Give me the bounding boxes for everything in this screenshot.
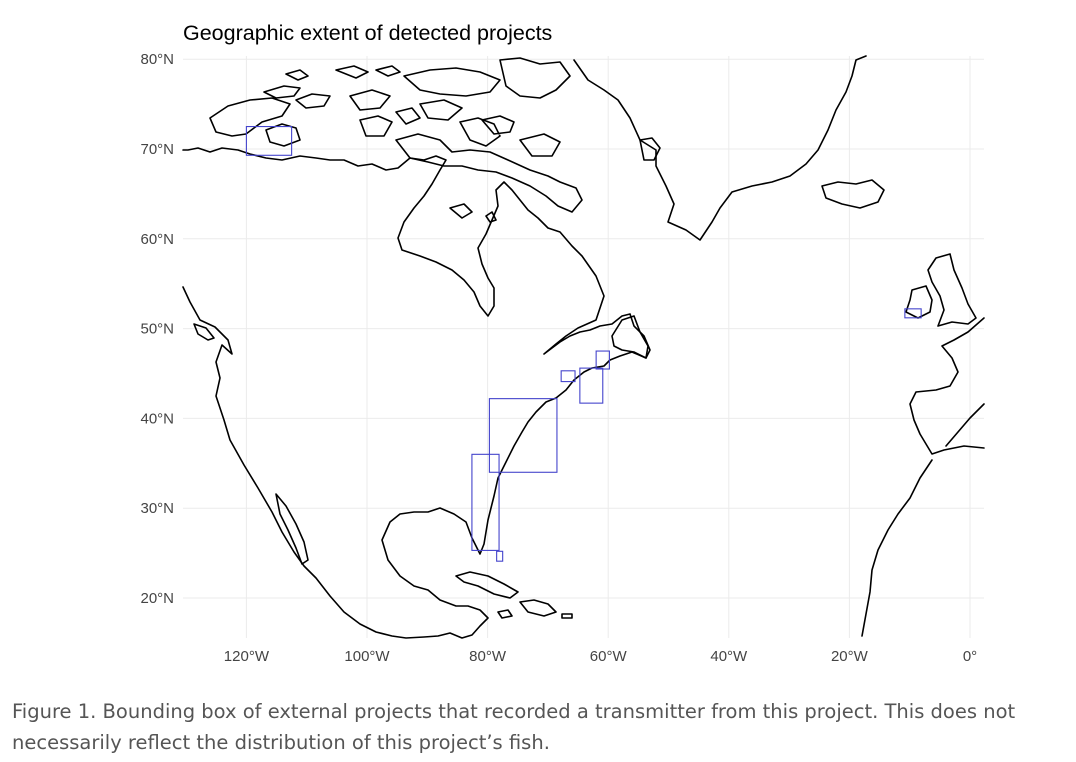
project-bounding-box [560, 370, 576, 383]
ireland-coastline [905, 285, 933, 319]
project-bounding-box [595, 350, 610, 370]
baja-california-coastline [275, 493, 309, 565]
latitude-tick-label: 80°N [140, 51, 174, 68]
newfoundland-coastline [611, 315, 649, 359]
europe-africa-coastline [861, 317, 985, 637]
vancouver-island-coastline [193, 323, 215, 341]
project-bounding-box [471, 453, 500, 551]
project-bounding-box [245, 126, 293, 156]
latitude-tick-label: 40°N [140, 410, 174, 427]
longitude-tick-label: 40°W [710, 648, 748, 665]
longitude-tick-label: 120°W [224, 648, 270, 665]
latitude-axis: 80°N 70°N 60°N 50°N 40°N 30°N 20°N [140, 51, 174, 607]
latitude-tick-label: 50°N [140, 321, 174, 338]
coastlines [182, 55, 985, 639]
longitude-tick-label: 100°W [344, 648, 390, 665]
longitude-tick-label: 20°W [831, 648, 869, 665]
graticule [183, 56, 984, 638]
arctic-islands [209, 57, 661, 223]
project-bounding-box [488, 398, 558, 473]
project-bounding-box [904, 308, 922, 319]
map-figure: Geographic extent of detected projects 1… [140, 21, 985, 665]
iceland-coastline [821, 179, 885, 209]
latitude-tick-label: 30°N [140, 500, 174, 517]
project-bounding-box [496, 550, 504, 562]
longitude-tick-label: 60°W [590, 648, 628, 665]
project-bounding-boxes [245, 126, 922, 562]
longitude-axis: 120°W 100°W 80°W 60°W 40°W 20°W 0° [224, 648, 977, 665]
greenland-coastline [573, 55, 867, 241]
map-title: Geographic extent of detected projects [183, 21, 552, 45]
longitude-tick-label: 0° [963, 648, 977, 665]
latitude-tick-label: 70°N [140, 141, 174, 158]
caribbean-islands [455, 571, 573, 619]
figure-caption: Figure 1. Bounding box of external proje… [12, 700, 1016, 754]
great-britain-coastline [927, 253, 977, 327]
longitude-tick-label: 80°W [469, 648, 507, 665]
latitude-tick-label: 60°N [140, 231, 174, 248]
latitude-tick-label: 20°N [140, 590, 174, 607]
project-bounding-box [579, 367, 604, 404]
